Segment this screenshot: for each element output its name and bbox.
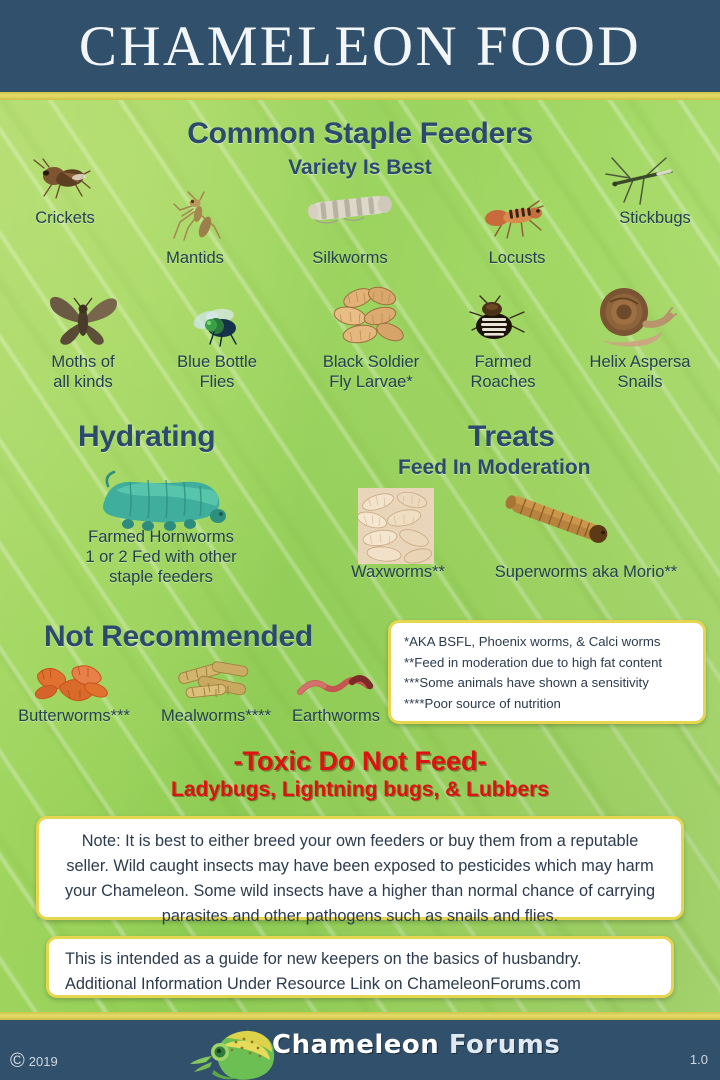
poster-header: CHAMELEON FOOD (0, 0, 720, 92)
hydrating-heading: Hydrating (78, 420, 216, 453)
butterworm-icon (34, 665, 108, 702)
feeder-label-stickbugs: Stickbugs (619, 209, 691, 227)
footnote-4: ****Poor source of nutrition (404, 695, 561, 711)
moth-icon (50, 296, 118, 345)
roach-icon (469, 295, 525, 339)
feeder-label-blue-bottle-flies: Blue Bottle Flies (177, 353, 257, 391)
treat-label-superworms: Superworms aka Morio** (494, 563, 678, 581)
superworm-icon (505, 495, 608, 543)
footnote-2: **Feed in moderation due to high fat con… (404, 654, 663, 670)
gold-divider-bottom (0, 1012, 720, 1020)
nr-label-butterworms: Butterworms*** (18, 707, 130, 725)
bsf-larvae-icon (333, 286, 404, 344)
version-label: 1.0 (689, 1052, 708, 1067)
poster-footer (0, 1020, 720, 1080)
mealworm-icon (178, 661, 249, 699)
guide-line-2: Additional Information Under Resource Li… (65, 975, 581, 993)
nr-label-earthworms: Earthworms (291, 707, 381, 725)
note-box: Note: It is best to either breed your ow… (36, 816, 684, 925)
footnote-3: ***Some animals have shown a sensitivity (404, 675, 649, 690)
poster-title: CHAMELEON FOOD (78, 14, 642, 78)
chameleon-logo-icon (190, 1027, 275, 1080)
note-text: Note: It is best to either breed your ow… (64, 832, 656, 925)
feeder-label-silkworms: Silkworms (312, 249, 388, 267)
locust-icon (485, 200, 544, 239)
brand-secondary: Forums (448, 1030, 561, 1060)
guide-box: This is intended as a guide for new keep… (46, 936, 674, 998)
footnotes-box: *AKA BSFL, Phoenix worms, & Calci worms … (388, 620, 706, 724)
waxworm-icon (357, 488, 434, 564)
silkworm-icon (308, 195, 392, 224)
nr-label-mealworms: Mealworms**** (160, 707, 272, 725)
brand-text: Chameleon Forums (272, 1030, 560, 1060)
mantis-icon (173, 191, 221, 241)
hornworm-icon (103, 470, 226, 531)
footnote-1: *AKA BSFL, Phoenix worms, & Calci worms (404, 634, 661, 649)
fly-icon (193, 308, 237, 347)
hydrating-item-label: Farmed Hornworms 1 or 2 Fed with other s… (85, 528, 237, 586)
feeder-label-bsf-larvae: Black Soldier Fly Larvae* (322, 353, 420, 391)
copyright-icon: © (10, 1050, 25, 1072)
copyright: © 2019 (10, 1051, 58, 1071)
cricket-icon (33, 158, 91, 199)
earthworm-icon (297, 675, 374, 695)
guide-line-1: This is intended as a guide for new keep… (65, 950, 582, 968)
treats-heading: Treats (468, 420, 555, 453)
staple-heading: Common Staple Feeders (187, 117, 533, 150)
feeder-label-locusts: Locusts (488, 249, 546, 267)
toxic-list: Ladybugs, Lightning bugs, & Lubbers (171, 778, 549, 801)
treat-label-waxworms: Waxworms** (351, 563, 445, 581)
not-recommended-heading: Not Recommended (44, 620, 313, 653)
toxic-heading: -Toxic Do Not Feed- (233, 746, 487, 776)
feeder-label-helix-aspersa-snails: Helix Aspersa Snails (589, 353, 691, 391)
feeder-label-crickets: Crickets (35, 209, 95, 227)
gold-divider-top (0, 92, 720, 100)
feeder-label-farmed-roaches: Farmed Roaches (470, 353, 536, 391)
stickbug-icon (605, 157, 673, 205)
staple-subheading: Variety Is Best (288, 156, 432, 179)
feeder-label-moths: Moths of all kinds (51, 353, 115, 391)
treats-subheading: Feed In Moderation (398, 456, 591, 479)
snail-icon (594, 288, 677, 347)
brand-primary: Chameleon (272, 1030, 440, 1060)
feeder-label-mantids: Mantids (166, 249, 224, 267)
copyright-year: 2019 (28, 1053, 58, 1069)
